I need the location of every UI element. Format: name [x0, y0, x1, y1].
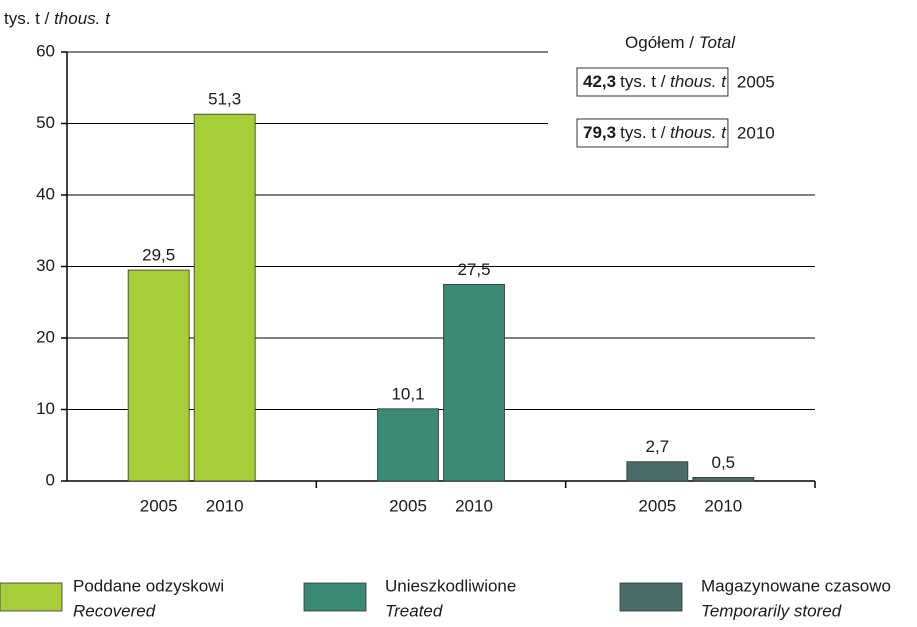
bar	[692, 477, 755, 482]
total-box	[576, 67, 729, 97]
y-tick-label: 10	[36, 399, 55, 418]
total-value: 42,3	[583, 72, 616, 91]
legend-swatch	[303, 582, 367, 612]
x-tick-label: 2005	[638, 496, 676, 515]
total-box	[576, 118, 729, 148]
y-tick-label: 40	[36, 184, 55, 203]
bar	[193, 113, 256, 482]
y-tick-label: 50	[36, 113, 55, 132]
x-tick-label: 2005	[389, 496, 427, 515]
y-tick-label: 60	[36, 41, 55, 60]
x-tick-label: 2010	[206, 496, 244, 515]
total-unit-pl: tys. t /	[620, 72, 670, 91]
legend-label-en: Treated	[385, 601, 443, 620]
total-text: 42,3 tys. t / thous. t	[583, 72, 727, 91]
bar	[127, 269, 190, 482]
value-label: 10,1	[391, 384, 424, 403]
y-tick-label: 20	[36, 327, 55, 346]
total-unit-en: thous. t	[670, 72, 727, 91]
x-tick-label: 2005	[140, 496, 178, 515]
total-unit-en: thous. t	[670, 123, 727, 142]
bar	[377, 408, 439, 482]
bar	[443, 283, 505, 482]
y-tick-label: 30	[36, 256, 55, 275]
total-text: 79,3 tys. t / thous. t	[583, 123, 727, 142]
value-label: 29,5	[142, 246, 175, 265]
totals-title-pl: Ogółem /	[625, 33, 699, 52]
legend-swatch	[0, 582, 63, 612]
value-label: 51,3	[208, 90, 241, 109]
legend-label-en: Temporarily stored	[701, 601, 842, 620]
legend-label-en: Recovered	[73, 601, 156, 620]
value-label: 2,7	[646, 437, 670, 456]
total-year: 2010	[737, 123, 775, 142]
totals-title-en: Total	[699, 33, 736, 52]
legend-label: Unieszkodliwione	[385, 576, 516, 595]
value-label: 0,5	[712, 453, 736, 472]
y-axis-label: tys. t / thous. t	[4, 9, 111, 28]
legend-label: Poddane odzyskowi	[73, 576, 224, 595]
legend-swatch	[619, 582, 683, 612]
y-tick-label: 0	[46, 470, 55, 489]
total-year: 2005	[737, 72, 775, 91]
total-value: 79,3	[583, 123, 616, 142]
bar	[626, 461, 689, 482]
totals-title: Ogółem / Total	[625, 33, 736, 52]
y-label-pl: tys. t /	[4, 9, 54, 28]
value-label: 27,5	[457, 260, 490, 279]
total-unit-pl: tys. t /	[620, 123, 670, 142]
x-tick-label: 2010	[455, 496, 493, 515]
legend-label: Magazynowane czasowo	[701, 576, 891, 595]
x-tick-label: 2010	[704, 496, 742, 515]
y-label-en: thous. t	[54, 9, 111, 28]
